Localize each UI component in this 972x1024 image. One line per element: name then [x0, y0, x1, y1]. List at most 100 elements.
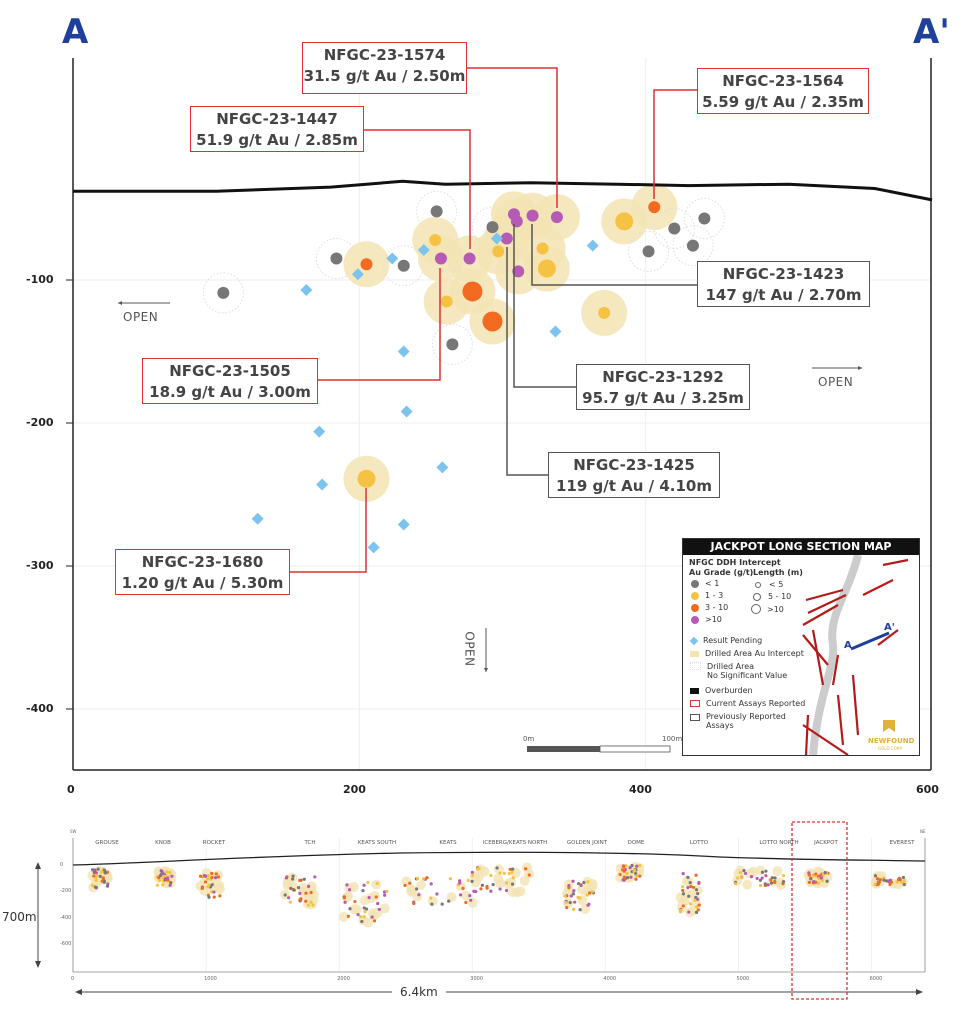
pending-result-diamond — [313, 425, 326, 438]
intercept-point-lt1 — [397, 259, 410, 272]
overview-intercept — [165, 870, 169, 874]
overview-intercept — [498, 887, 502, 891]
overview-intercept — [766, 883, 770, 887]
overview-intercept — [564, 900, 568, 905]
ne-label: NE — [920, 829, 926, 834]
overview-intercept — [635, 864, 639, 868]
callout-1680: NFGC-23-1680 1.20 g/t Au / 5.30m — [115, 549, 290, 595]
overview-intercept — [284, 876, 288, 880]
overview-intercept — [576, 882, 581, 886]
overview-intercept — [283, 893, 287, 897]
legend-grade-header: Au Grade (g/t) — [689, 568, 754, 577]
overview-intercept — [681, 872, 685, 876]
map-fault-lines — [802, 558, 909, 755]
overview-halo — [507, 886, 518, 897]
intercept-point-g1_3 — [536, 242, 549, 255]
overview-intercept — [485, 886, 489, 890]
y-tick-100: -100 — [26, 273, 54, 286]
zone-label: GROUSE — [95, 840, 119, 846]
intercept-point-g1_3 — [440, 295, 453, 308]
overview-intercept — [309, 900, 313, 904]
overview-intercept — [291, 874, 295, 878]
legend-grade-label: < 1 — [705, 579, 720, 588]
legend-previous-label: Previously Reported — [706, 712, 786, 721]
overview-intercept — [621, 868, 625, 872]
overview-halo — [213, 882, 224, 893]
overview-intercept — [353, 899, 357, 904]
overview-intercept — [403, 883, 407, 888]
overview-intercept — [812, 874, 816, 878]
intercept-point-g3_10 — [462, 281, 483, 302]
overview-intercept — [760, 870, 765, 874]
overview-intercept — [155, 883, 159, 887]
zone-label: DOME — [627, 840, 645, 846]
overview-intercept — [374, 895, 378, 899]
x-tick-600: 600 — [916, 783, 939, 796]
overview-intercept — [622, 875, 626, 879]
zone-label: KNOB — [155, 840, 171, 846]
overview-intercept — [508, 867, 512, 872]
au-intercept-swatch — [690, 650, 699, 657]
legend-length-label: 5 - 10 — [768, 592, 792, 601]
overview-intercept — [435, 892, 439, 896]
overview-intercept — [507, 872, 511, 876]
overview-intercept — [366, 880, 370, 885]
overview-intercept — [498, 871, 502, 875]
callout-result: 5.59 g/t Au / 2.35m — [702, 93, 864, 111]
legend-grade-label: 3 - 10 — [705, 603, 729, 612]
callout-1425: NFGC-23-1425 119 g/t Au / 4.10m — [548, 452, 720, 498]
overview-intercept — [590, 890, 594, 894]
overview-intercept — [510, 882, 515, 886]
legend-overburden-label: Overburden — [705, 686, 753, 695]
overview-x-tick: 0 — [71, 976, 75, 982]
overview-intercept — [348, 907, 352, 911]
overview-intercept — [638, 874, 642, 878]
overview-intercept — [302, 877, 306, 881]
y-tick-400: -400 — [26, 702, 54, 715]
overview-intercept — [412, 901, 416, 906]
overview-intercept — [94, 871, 98, 875]
overview-intercept — [168, 883, 172, 887]
map-a-prime-label: A' — [884, 622, 895, 633]
overview-intercept — [105, 884, 110, 888]
overview-overburden-line — [72, 851, 926, 866]
overview-intercept — [372, 919, 377, 923]
intercept-point-gt10 — [434, 252, 447, 265]
newfound-logo-icon — [883, 720, 895, 732]
overview-intercept — [758, 883, 763, 888]
intercept-point-gt10 — [526, 209, 539, 222]
overview-intercept — [687, 894, 691, 898]
overview-intercept — [882, 878, 886, 882]
pending-result-diamond — [417, 243, 430, 256]
pending-result-diamond — [367, 541, 380, 554]
overview-intercept — [681, 904, 685, 908]
pending-result-diamond — [400, 405, 413, 418]
overview-intercept — [417, 893, 421, 897]
grade-g3_10-icon — [691, 603, 699, 612]
no-value-swatch — [690, 662, 701, 670]
leader-1292 — [513, 224, 576, 388]
overview-intercept — [289, 886, 293, 890]
overview-intercept — [360, 919, 364, 924]
zone-label: LOTTO NORTH — [759, 840, 799, 846]
overview-intercept — [524, 867, 528, 871]
intercept-point-g1_3 — [537, 259, 556, 278]
depth-label: 700m — [2, 910, 37, 924]
overview-halo — [515, 886, 526, 897]
length-large-icon — [751, 604, 761, 614]
logo-text: NEWFOUND — [868, 737, 915, 745]
overview-intercept — [361, 889, 365, 893]
overview-intercept — [743, 871, 748, 876]
intercept-point-g3_10 — [648, 201, 661, 214]
callout-result: 31.5 g/t Au / 2.50m — [303, 67, 466, 85]
overview-intercept — [694, 910, 699, 914]
open-left-label: OPEN — [123, 310, 159, 324]
zone-label: GOLDEN JOINT — [566, 840, 608, 846]
overview-intercept — [212, 890, 216, 894]
overview-intercept — [415, 887, 419, 891]
zone-label: JACKPOT — [814, 840, 838, 846]
overview-intercept — [358, 915, 363, 919]
overview-halo — [470, 877, 481, 888]
overview-intercept — [688, 881, 692, 885]
leader-1680 — [290, 488, 367, 573]
